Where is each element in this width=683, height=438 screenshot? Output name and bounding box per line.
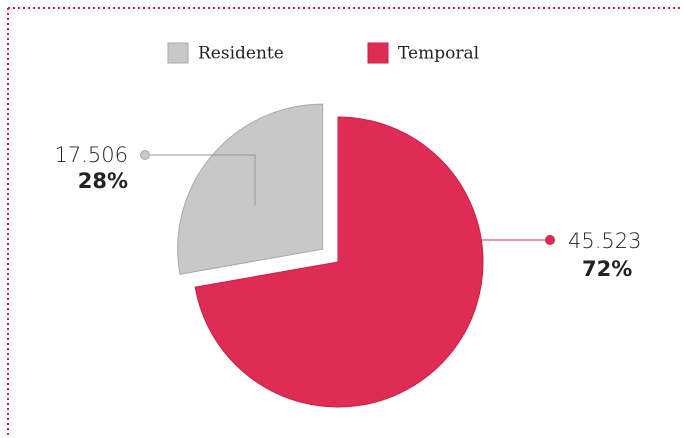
- value-label: 45.523: [568, 229, 641, 253]
- legend-label: Residente: [198, 44, 284, 64]
- legend-swatch: [367, 42, 389, 64]
- leader-line: [145, 154, 256, 205]
- value-label: 17.506: [55, 143, 128, 167]
- percent-label: 28%: [78, 169, 128, 193]
- legend-swatch: [167, 42, 189, 64]
- pie-slice: [177, 103, 324, 275]
- pie-slice: [194, 116, 484, 408]
- leader-line: [441, 239, 550, 290]
- percent-label: 72%: [582, 257, 632, 281]
- leader-dot: [545, 235, 555, 245]
- leader-dot: [140, 150, 150, 160]
- legend-label: Temporal: [398, 44, 479, 64]
